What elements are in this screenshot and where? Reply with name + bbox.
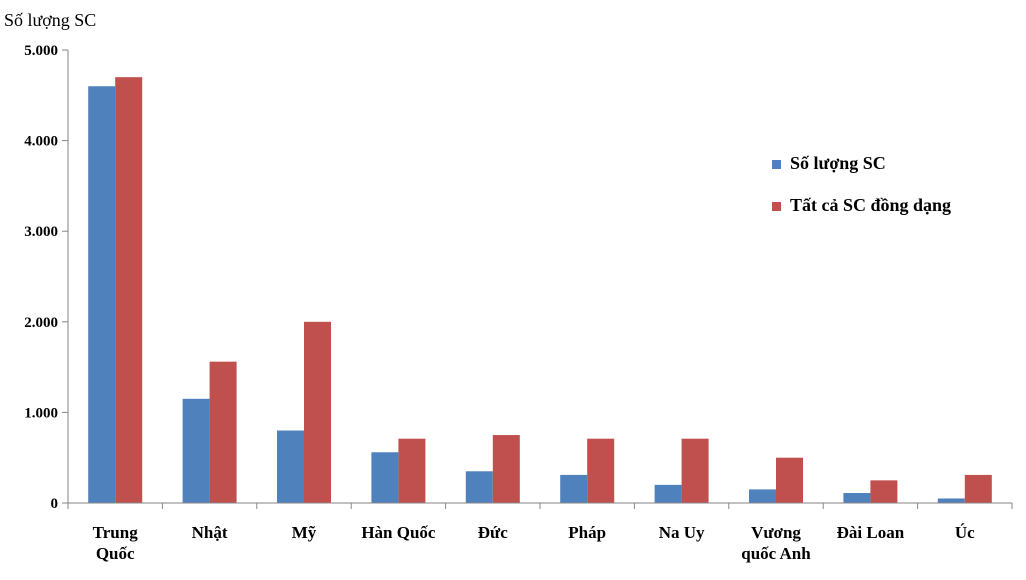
x-category-label: Trung Quốc [93,523,139,563]
y-tick-label: 1.000 [24,405,58,421]
x-axis-labels: Trung Quốc Nhật Mỹ Hàn Quốc Đức Pháp Na Uy Vương… [93,523,975,563]
y-tick-label: 4.000 [24,134,58,150]
bar-so-luong-sc [182,398,210,503]
legend-label: Tất cả SC đồng dạng [790,195,951,215]
bar-tat-ca-sc-dong-dang [587,438,615,503]
bar-tat-ca-sc-dong-dang [304,321,331,503]
bar-so-luong-sc [654,484,682,503]
legend-swatch [772,202,781,211]
y-tick-label: 0 [51,496,59,512]
y-tick-label: 5.000 [24,43,58,59]
x-category-label: Vương quốc Anh [741,523,811,563]
x-category-label: Hàn Quốc [361,523,436,542]
x-category-label: Đức [478,523,508,542]
bar-tat-ca-sc-dong-dang [209,361,237,503]
x-category-label: Đài Loan [837,523,905,542]
bar-so-luong-sc [749,489,776,503]
axes [67,50,1013,509]
bars [88,77,992,504]
x-category-label: Mỹ [292,523,317,542]
bar-tat-ca-sc-dong-dang [115,77,143,504]
legend-label: Số lượng SC [790,153,886,173]
y-axis-ticks: 0 1.000 2.000 3.000 4.000 5.000 [24,43,68,512]
x-category-label: Nhật [192,523,228,542]
y-axis-title: Số lượng SC [4,10,96,30]
bar-tat-ca-sc-dong-dang [398,438,426,503]
bar-tat-ca-sc-dong-dang [776,457,803,503]
bar-tat-ca-sc-dong-dang [492,435,520,503]
bar-tat-ca-sc-dong-dang [681,438,709,503]
y-tick-label: 2.000 [24,315,58,331]
bar-so-luong-sc [371,452,399,503]
bar-so-luong-sc [88,86,116,504]
bar-so-luong-sc [560,474,588,503]
y-tick-label: 3.000 [24,224,58,240]
x-category-label: Úc [955,523,975,542]
legend: Số lượng SC Tất cả SC đồng dạng [772,153,951,215]
x-category-label: Na Uy [659,523,705,542]
x-category-label: Pháp [568,523,606,542]
bar-so-luong-sc [937,498,965,503]
bar-tat-ca-sc-dong-dang [964,474,992,503]
bar-tat-ca-sc-dong-dang [870,480,898,503]
legend-swatch [772,160,781,169]
bar-so-luong-sc [843,493,871,503]
bar-so-luong-sc [465,471,493,503]
bar-so-luong-sc [277,430,304,503]
